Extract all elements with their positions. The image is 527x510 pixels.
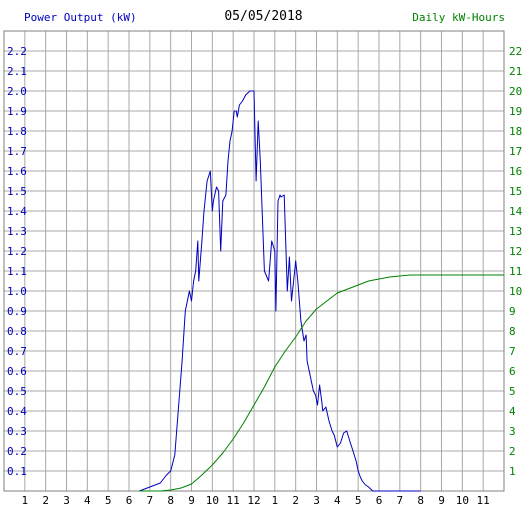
power-output-line xyxy=(139,90,421,492)
right-tick-label: 11 xyxy=(509,265,522,278)
right-tick-label: 17 xyxy=(509,145,522,158)
daily-kwh-line xyxy=(139,274,504,492)
right-tick-label: 5 xyxy=(509,385,516,398)
right-axis-title: Daily kW-Hours xyxy=(412,11,505,24)
x-tick-label: 5 xyxy=(105,494,112,507)
x-tick-label: 4 xyxy=(84,494,91,507)
left-tick-label: 0.9 xyxy=(7,305,27,318)
left-tick-label: 1.9 xyxy=(7,105,27,118)
x-tick-label: 4 xyxy=(334,494,341,507)
right-tick-label: 21 xyxy=(509,65,522,78)
left-tick-label: 1.8 xyxy=(7,125,27,138)
x-tick-label: 2 xyxy=(292,494,299,507)
x-tick-label: 2 xyxy=(42,494,49,507)
left-tick-label: 1.3 xyxy=(7,225,27,238)
right-tick-label: 15 xyxy=(509,185,522,198)
left-tick-label: 0.5 xyxy=(7,385,27,398)
x-tick-label: 12 xyxy=(247,494,260,507)
right-tick-label: 7 xyxy=(509,345,516,358)
chart-title-date: 05/05/2018 xyxy=(224,9,303,24)
left-tick-label: 0.6 xyxy=(7,365,27,378)
left-tick-label: 1.6 xyxy=(7,165,27,178)
x-tick-label: 8 xyxy=(417,494,424,507)
x-tick-label: 3 xyxy=(63,494,70,507)
left-tick-label: 0.2 xyxy=(7,445,27,458)
x-tick-label: 3 xyxy=(313,494,320,507)
left-tick-label: 1.4 xyxy=(7,205,27,218)
right-tick-label: 14 xyxy=(509,205,523,218)
left-tick-label: 1.7 xyxy=(7,145,27,158)
right-tick-label: 19 xyxy=(509,105,522,118)
left-tick-label: 0.1 xyxy=(7,465,27,478)
left-axis-title: Power Output (kW) xyxy=(24,11,137,24)
x-tick-label: 7 xyxy=(147,494,154,507)
x-tick-label: 8 xyxy=(167,494,174,507)
right-tick-label: 6 xyxy=(509,365,516,378)
x-tick-label: 10 xyxy=(456,494,469,507)
left-tick-label: 0.4 xyxy=(7,405,27,418)
left-tick-label: 1.0 xyxy=(7,285,27,298)
right-tick-label: 20 xyxy=(509,85,522,98)
left-tick-label: 0.8 xyxy=(7,325,27,338)
left-tick-label: 2.2 xyxy=(7,45,27,58)
right-tick-label: 16 xyxy=(509,165,522,178)
x-tick-label: 1 xyxy=(272,494,279,507)
left-tick-label: 1.2 xyxy=(7,245,27,258)
left-tick-label: 0.7 xyxy=(7,345,27,358)
x-tick-label: 9 xyxy=(438,494,445,507)
right-tick-label: 18 xyxy=(509,125,522,138)
right-tick-label: 10 xyxy=(509,285,522,298)
left-tick-label: 2.1 xyxy=(7,65,27,78)
right-tick-label: 8 xyxy=(509,325,516,338)
left-tick-label: 1.5 xyxy=(7,185,27,198)
right-tick-label: 22 xyxy=(509,45,522,58)
x-tick-label: 7 xyxy=(397,494,404,507)
right-tick-label: 1 xyxy=(509,465,516,478)
right-tick-label: 12 xyxy=(509,245,522,258)
x-tick-label: 6 xyxy=(126,494,133,507)
plot-frame xyxy=(3,30,505,492)
left-tick-label: 1.1 xyxy=(7,265,27,278)
right-tick-label: 4 xyxy=(509,405,516,418)
x-tick-label: 10 xyxy=(206,494,219,507)
right-tick-label: 3 xyxy=(509,425,516,438)
right-tick-label: 2 xyxy=(509,445,516,458)
left-tick-label: 0.3 xyxy=(7,425,27,438)
x-tick-label: 11 xyxy=(227,494,240,507)
right-tick-label: 9 xyxy=(509,305,516,318)
x-tick-label: 5 xyxy=(355,494,362,507)
x-tick-label: 1 xyxy=(22,494,29,507)
x-tick-label: 6 xyxy=(376,494,383,507)
left-tick-label: 2.0 xyxy=(7,85,27,98)
right-tick-label: 13 xyxy=(509,225,522,238)
x-tick-label: 11 xyxy=(477,494,490,507)
x-tick-label: 9 xyxy=(188,494,195,507)
